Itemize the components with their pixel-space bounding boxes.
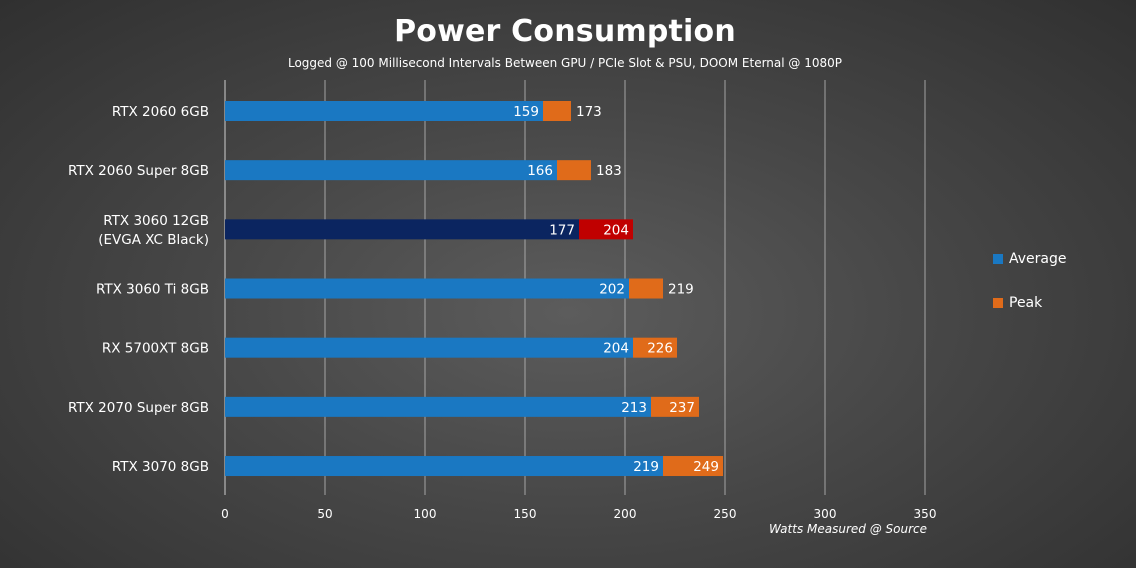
data-label-peak: 219 [668,282,694,298]
legend-item-average: Average [993,251,1067,267]
data-label-average: 159 [513,104,539,120]
data-label-peak: 249 [693,459,719,475]
bar-peak [633,337,677,358]
category-label: RTX 3070 8GB [112,459,209,475]
bar-peak [651,396,699,417]
legend-swatch-average [993,254,1003,264]
x-axis-title: Watts Measured @ Source [769,522,927,536]
category-label: RTX 3060 Ti 8GB [96,282,209,298]
x-tick-label: 50 [317,507,332,521]
bar-peak [543,101,571,121]
x-tick-label: 300 [814,507,837,521]
bar-average [225,101,543,121]
x-tick-label: 250 [714,507,737,521]
data-label-peak: 237 [669,400,695,416]
bar-peak [629,278,663,299]
chart-title: Power Consumption [394,14,736,49]
legend-label-peak: Peak [1009,295,1043,311]
bar-average [225,456,663,477]
bar-peak [663,456,723,477]
bar-average [225,160,557,181]
data-label-peak: 173 [576,104,602,120]
bar-average [225,337,633,358]
bar-peak [579,219,633,240]
chart-subtitle: Logged @ 100 Millisecond Intervals Betwe… [287,56,843,70]
bars [225,101,723,477]
data-label-peak: 204 [603,222,629,238]
category-label: RTX 3060 12GB (EVGA XC Black) [98,213,209,248]
category-label: RTX 2060 Super 8GB [68,163,209,179]
x-tick-label: 100 [414,507,437,521]
data-label-average: 204 [603,341,629,357]
bar-average [225,219,579,240]
x-tick-label: 150 [514,507,537,521]
x-tick-label: 200 [614,507,637,521]
data-label-average: 202 [599,282,625,298]
legend-swatch-peak [993,298,1003,308]
legend-label-average: Average [1009,251,1067,267]
data-label-average: 213 [621,400,647,416]
bar-average [225,396,651,417]
labels: 0 50 100 150 200 250 300 350 159 173 RTX 2060 6GB 1… [68,104,936,521]
legend-item-peak: Peak [993,295,1042,311]
data-label-average: 166 [527,163,553,179]
bar-average [225,278,629,299]
data-label-peak: 183 [596,163,622,179]
x-tick-label: 350 [914,507,937,521]
data-label-peak: 226 [647,341,673,357]
data-label-average: 219 [633,459,659,475]
data-label-average: 177 [549,222,575,238]
category-label: RTX 2060 6GB [112,104,209,120]
category-label: RX 5700XT 8GB [102,341,209,357]
bar-peak [557,160,591,181]
category-label: RTX 2070 Super 8GB [68,400,209,416]
x-tick-label: 0 [221,507,229,521]
